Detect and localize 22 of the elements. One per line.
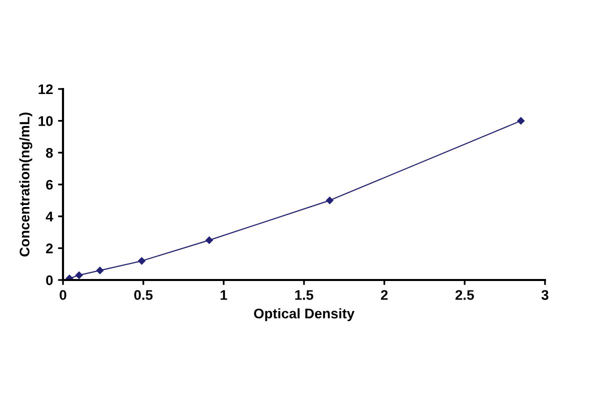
x-tick-label: 0.5 (134, 290, 153, 300)
point (517, 117, 525, 124)
y-tick-label: 8 (46, 148, 53, 158)
y-tick-label: 6 (46, 180, 53, 190)
x-tick-label: 2 (380, 290, 388, 300)
y-tick-label: 12 (38, 84, 53, 94)
x-tick-label: 2.5 (455, 290, 474, 300)
point (96, 266, 104, 274)
y-axis-title: Concentration(ng/mL) (19, 112, 32, 256)
y-tick-label: 10 (38, 116, 53, 126)
y-tick-label: 4 (46, 212, 54, 222)
point (75, 272, 83, 279)
x-tick-label: 3 (541, 290, 548, 300)
x-axis-title: Optical Density (254, 308, 354, 322)
x-tick-label: 0 (60, 290, 66, 300)
y-tick-label: 2 (46, 244, 53, 254)
point (138, 257, 146, 265)
y-tick-label: 0 (46, 275, 53, 286)
point (206, 236, 213, 244)
point (326, 196, 334, 204)
x-tick-label: 1 (220, 290, 228, 300)
x-tick-label: 1.5 (295, 290, 314, 300)
